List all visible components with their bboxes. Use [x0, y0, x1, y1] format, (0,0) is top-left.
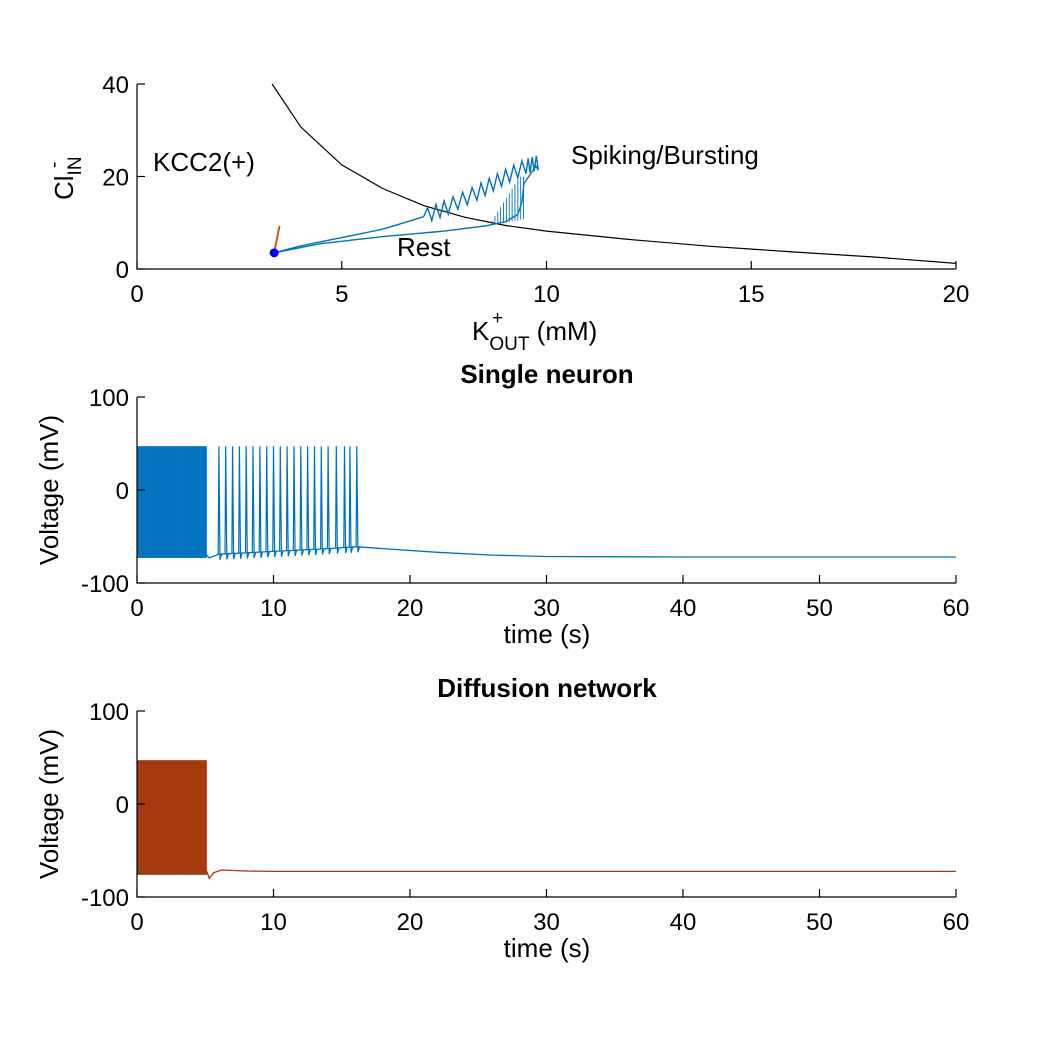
single-neuron-spike: [326, 446, 332, 555]
diffusion-network-ytick-label: -100: [81, 885, 129, 912]
single-neuron-xtick-label: 40: [670, 595, 697, 622]
ylabel-sub: IN: [65, 156, 86, 175]
diffusion-network-ylabel: Voltage (mV): [34, 729, 64, 879]
network-trajectory: [273, 225, 281, 253]
diffusion-network-ytick-label: 100: [89, 699, 129, 726]
single-neuron-spike: [335, 446, 340, 554]
diffusion-network-xtick-label: 60: [943, 909, 970, 936]
single-neuron-xtick-label: 10: [260, 595, 287, 622]
single-neuron-spike: [313, 446, 318, 556]
single-neuron-xtick-label: 60: [943, 595, 970, 622]
ylabel-base: Cl: [49, 175, 79, 200]
single-neuron-spike: [265, 446, 270, 558]
single-neuron-spike: [231, 446, 236, 560]
nullcline-curve: [271, 83, 957, 264]
diffusion-network-xtick-label: 50: [806, 909, 833, 936]
single-neuron-ytick-label: -100: [81, 571, 129, 598]
phase-plane-xtick-label: 0: [130, 281, 143, 308]
diffusion-network-axes: [136, 711, 956, 898]
single-neuron-xtick-label: 0: [130, 595, 143, 622]
annotation-kcc2: KCC2(+): [153, 147, 255, 177]
single-neuron-spike: [272, 446, 277, 558]
single-neuron-baseline: [206, 546, 956, 559]
diffusion-network-xtick-label: 30: [533, 909, 560, 936]
phase-plane-xtick-label: 10: [533, 281, 560, 308]
annotation-rest: Rest: [397, 232, 451, 262]
phase-plane-ytick-label: 40: [102, 72, 129, 99]
diffusion-network-baseline: [205, 869, 956, 880]
single-neuron-spike: [244, 446, 250, 559]
diffusion-network-title: Diffusion network: [437, 673, 657, 703]
single-neuron-spike: [217, 446, 223, 560]
phase-plane-ytick-label: 0: [116, 257, 129, 284]
xlabel-unit: (mM): [529, 316, 597, 346]
single-neuron-marks: [136, 446, 956, 560]
xlabel-sup: +: [492, 308, 503, 329]
single-neuron-spike: [251, 446, 257, 559]
phase-plane-ylabel: ClIN: [49, 156, 86, 200]
xlabel-base: K: [472, 316, 490, 346]
single-neuron-dense-spiking-fill: [137, 446, 207, 558]
annotation-spiking-bursting: Spiking/Bursting: [571, 140, 759, 170]
phase-plane-ticks: 0 5 10 15 20 0 20 40: [102, 72, 969, 308]
phase-plane-xtick-label: 15: [738, 281, 765, 308]
rest-point: [269, 248, 279, 258]
phase-plane-panel: 0 5 10 15 20 0 20 40 KCC2(+) Spiking/Bursting R…: [44, 72, 969, 355]
single-neuron-title: Single neuron: [460, 359, 633, 389]
single-neuron-trajectory: [274, 155, 539, 254]
single-neuron-spike: [348, 446, 354, 553]
diffusion-network-panel: Diffusion network 0 10 20 30 40 50 60-1000100 …: [34, 673, 969, 963]
ylabel-sup: -: [44, 162, 65, 168]
diffusion-network-xlabel: time (s): [504, 933, 591, 963]
phase-plane-xtick-label: 20: [943, 281, 970, 308]
single-neuron-spike: [320, 446, 325, 555]
single-neuron-spike: [306, 446, 311, 556]
single-neuron-xtick-label: 20: [397, 595, 424, 622]
single-neuron-spike: [285, 446, 291, 557]
xlabel-sub: OUT: [489, 334, 530, 355]
diffusion-network-xtick-label: 0: [130, 909, 143, 936]
diffusion-network-xtick-label: 10: [260, 909, 287, 936]
single-neuron-spike: [279, 446, 284, 557]
diffusion-network-xtick-label: 40: [670, 909, 697, 936]
phase-plane-xtick-label: 5: [335, 281, 348, 308]
single-neuron-spike: [355, 446, 361, 553]
single-neuron-ytick-label: 100: [89, 385, 129, 412]
phase-plane-axes: [136, 84, 956, 270]
single-neuron-spike: [292, 446, 298, 557]
diffusion-network-xtick-label: 20: [397, 909, 424, 936]
single-neuron-ylabel: Voltage (mV): [34, 415, 64, 565]
single-neuron-xtick-label: 50: [806, 595, 833, 622]
single-neuron-spike: [238, 446, 243, 559]
diffusion-network-marks: [136, 760, 956, 880]
single-neuron-spike: [343, 446, 348, 554]
single-neuron-spike: [224, 446, 230, 560]
diffusion-network-ytick-label: 0: [116, 792, 129, 819]
phase-plane-ytick-label: 20: [102, 165, 129, 192]
single-neuron-spike: [299, 446, 305, 556]
single-neuron-spike: [258, 446, 264, 558]
phase-plane-xlabel: KOUT (mM): [472, 316, 597, 355]
single-neuron-ytick-label: 0: [116, 478, 129, 505]
single-neuron-xtick-label: 30: [533, 595, 560, 622]
single-neuron-xlabel: time (s): [504, 619, 591, 649]
phase-plane-marks: [269, 83, 957, 264]
diffusion-network-dense-spiking-fill: [137, 760, 207, 875]
